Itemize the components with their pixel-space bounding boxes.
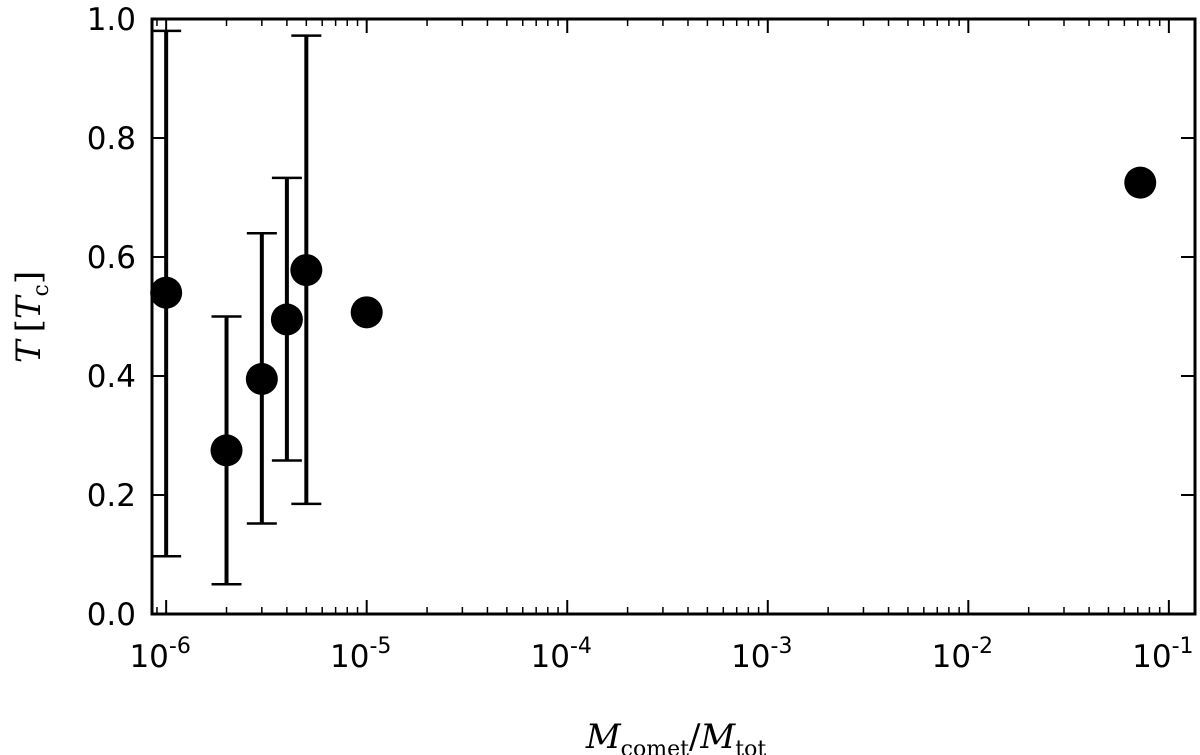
y-tick-label: 0.0 [87, 597, 136, 633]
x-tick-labels: 10-6 10-5 10-4 10-3 10-2 10-1 [129, 634, 1193, 675]
y-tick-label: 0.4 [87, 359, 136, 395]
x-tick-label: 10-3 [731, 634, 792, 675]
x-axis-label: Mcomet/Mtot [585, 717, 767, 755]
x-tick-label: 10-5 [330, 634, 391, 675]
data-markers [150, 166, 1157, 467]
y-tick-label: 0.6 [87, 240, 136, 276]
data-point [290, 254, 323, 287]
x-tick-label: 10-4 [531, 634, 592, 675]
y-tick-label: 0.8 [87, 121, 136, 157]
x-tick-label: 10-2 [932, 634, 993, 675]
y-tick-label: 0.2 [87, 478, 136, 514]
data-point [210, 434, 243, 467]
y-tick-labels: 0.0 0.2 0.4 0.6 0.8 1.0 [87, 2, 136, 633]
data-point [350, 296, 383, 329]
data-point [270, 303, 303, 336]
data-point [1124, 166, 1157, 199]
y-axis-label: T[Tc] [9, 271, 54, 363]
x-tick-label: 10-1 [1132, 634, 1193, 675]
data-point [245, 362, 278, 395]
data-point [150, 276, 183, 309]
plot-frame [150, 17, 1197, 616]
y-tick-label: 1.0 [87, 2, 136, 38]
x-tick-label: 10-6 [129, 634, 190, 675]
